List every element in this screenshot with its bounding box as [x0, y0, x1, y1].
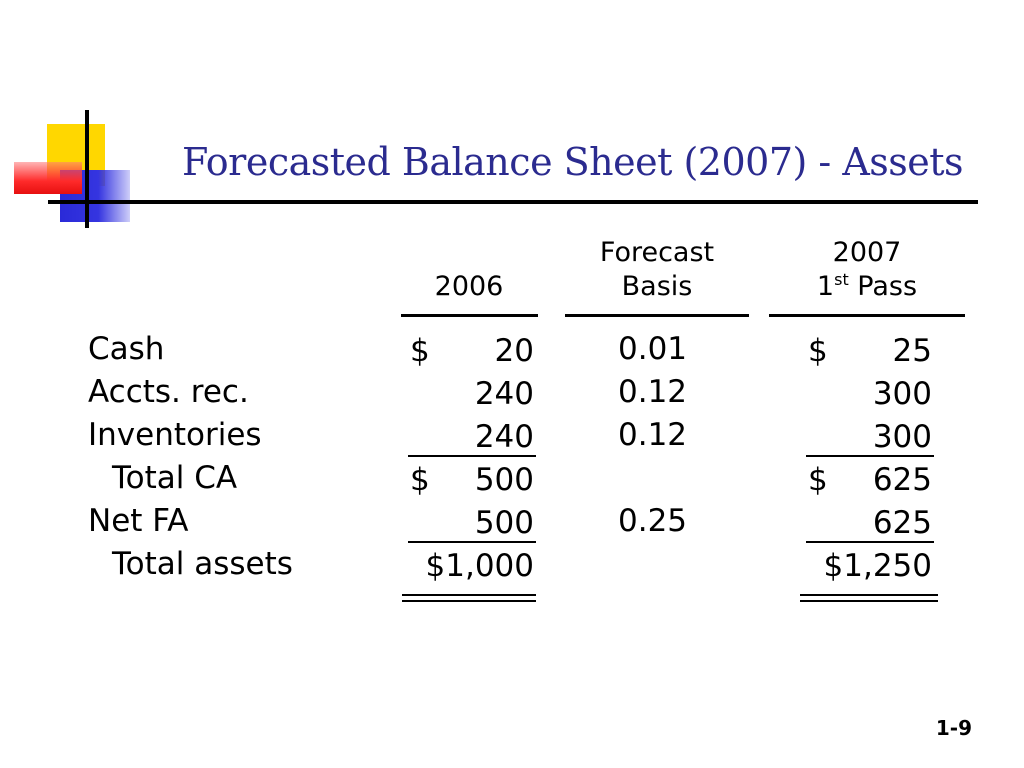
- cell-2007-inventories: 300: [800, 417, 934, 457]
- logo-vertical-line: [85, 110, 89, 228]
- cell-2007-net-fa: 625: [800, 503, 934, 543]
- logo-red-block: [14, 162, 82, 194]
- page-number: 1-9: [935, 716, 972, 740]
- cell-2007-total-ca: $ 625: [800, 460, 934, 500]
- cell-2007-cash: $ 25: [800, 331, 934, 371]
- logo-horizontal-line: [48, 200, 118, 204]
- cell-2006-net-fa: 500: [402, 503, 536, 543]
- cell-2006-net-fa-value: 500: [474, 505, 534, 541]
- double-underline-2007-top: [800, 594, 938, 596]
- cell-2007-total-ca-value: 625: [872, 462, 932, 498]
- cell-2006-total-assets: $1,000: [402, 546, 536, 602]
- cell-2006-total-ca-symbol: $: [410, 462, 430, 498]
- header-2007-pass: Pass: [848, 271, 918, 302]
- cell-2006-accts-rec-value: 240: [474, 376, 534, 412]
- header-2007-line2: 1st Pass: [772, 270, 962, 303]
- underline-2007-inventories: [806, 455, 934, 457]
- cell-2007-total-assets: $1,250: [800, 546, 938, 602]
- cell-2006-cash-symbol: $: [410, 333, 430, 369]
- cell-2007-accts-rec: 300: [800, 374, 934, 414]
- row-label-total-ca: Total CA: [112, 460, 238, 496]
- double-underline-2006-bottom: [402, 600, 536, 602]
- header-basis-underline: [565, 314, 749, 317]
- header-basis-line2: Basis: [621, 271, 693, 302]
- header-basis-line1: Forecast: [599, 237, 715, 268]
- cell-2006-accts-rec: 240: [402, 374, 536, 414]
- header-2007-underline: [769, 314, 965, 317]
- basis-cash: 0.01: [618, 331, 688, 367]
- cell-2007-net-fa-value: 625: [872, 505, 932, 541]
- header-2007-ordinal-suffix: st: [834, 270, 849, 289]
- row-label-accts-rec: Accts. rec.: [88, 374, 249, 410]
- cell-2007-accts-rec-value: 300: [872, 376, 932, 412]
- cell-2006-total-ca: $ 500: [402, 460, 536, 500]
- basis-net-fa: 0.25: [618, 503, 688, 539]
- cell-2007-total-ca-symbol: $: [808, 462, 828, 498]
- double-underline-2006-top: [402, 594, 536, 596]
- underline-2006-inventories: [408, 455, 536, 457]
- row-label-cash: Cash: [88, 331, 165, 367]
- title-rule: [118, 200, 978, 204]
- underline-2007-net-fa: [806, 541, 934, 543]
- cell-2006-cash-value: 20: [494, 333, 534, 369]
- cell-2007-cash-value: 25: [892, 333, 932, 369]
- cell-2006-total-assets-value: $1,000: [425, 548, 534, 584]
- cell-2007-total-assets-value: $1,250: [823, 548, 932, 584]
- basis-accts-rec: 0.12: [618, 374, 688, 410]
- row-label-total-assets: Total assets: [112, 546, 293, 582]
- header-2006-underline: [401, 314, 538, 317]
- row-label-net-fa: Net FA: [88, 503, 189, 539]
- basis-inventories: 0.12: [618, 417, 688, 453]
- cell-2006-inventories-value: 240: [474, 419, 534, 455]
- cell-2006-inventories: 240: [402, 417, 536, 457]
- cell-2007-inventories-value: 300: [872, 419, 932, 455]
- cell-2006-cash: $ 20: [402, 331, 536, 371]
- header-2007-line1: 2007: [832, 237, 902, 268]
- cell-2006-total-ca-value: 500: [474, 462, 534, 498]
- underline-2006-net-fa: [408, 541, 536, 543]
- header-2007-ordinal: 1: [816, 271, 835, 302]
- slide-title: Forecasted Balance Sheet (2007) - Assets: [182, 140, 964, 184]
- row-label-inventories: Inventories: [88, 417, 262, 453]
- double-underline-2007-bottom: [800, 600, 938, 602]
- header-2006: 2006: [434, 271, 504, 302]
- cell-2007-cash-symbol: $: [808, 333, 828, 369]
